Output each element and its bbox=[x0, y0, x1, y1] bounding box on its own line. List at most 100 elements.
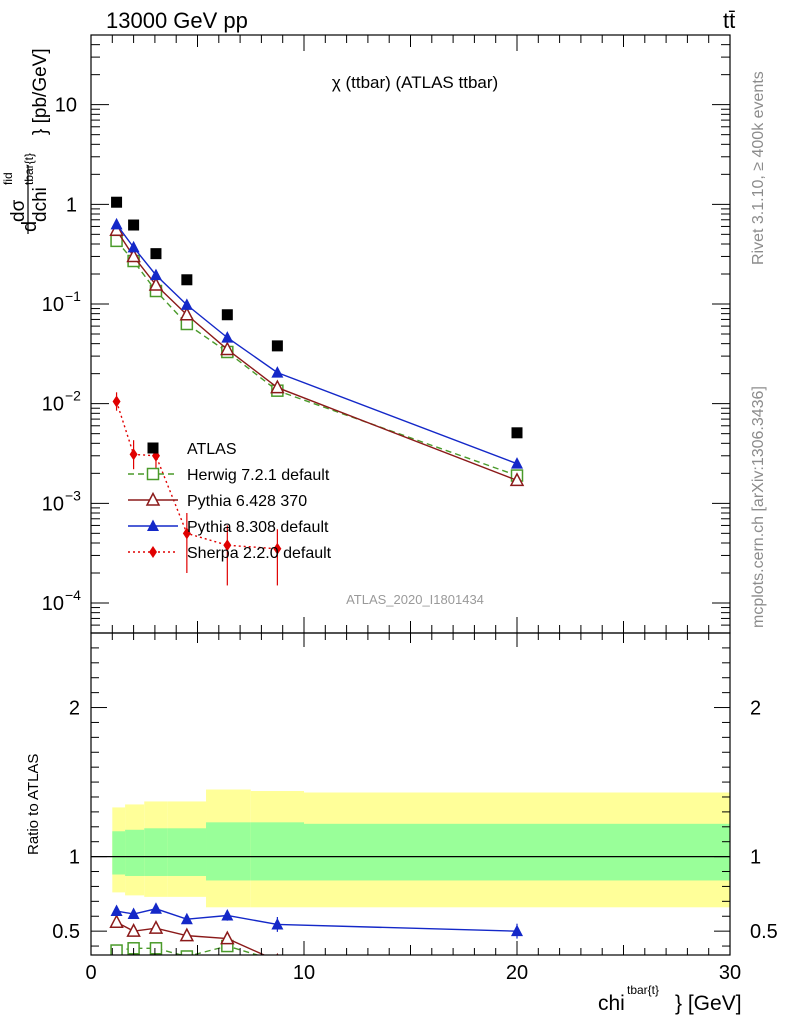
ratio-point bbox=[179, 927, 195, 942]
legend-label: Sherpa 2.2.0 default bbox=[187, 545, 332, 562]
series-line bbox=[115, 223, 518, 465]
data-point bbox=[511, 457, 523, 469]
ylabel-fid: fid bbox=[1, 172, 15, 185]
legend-label: Herwig 7.2.1 default bbox=[187, 467, 330, 484]
legend-marker bbox=[147, 442, 159, 454]
ratio-point bbox=[220, 930, 235, 945]
data-point bbox=[270, 379, 285, 394]
ratio-xtick-label: 30 bbox=[719, 962, 741, 984]
ylabel-d: d bbox=[19, 221, 41, 232]
uncertainty-band-green bbox=[250, 822, 304, 881]
data-point bbox=[126, 248, 141, 263]
ratio-ytick-label: 2 bbox=[69, 698, 80, 720]
ratio-series-herwig-7-2-1-default bbox=[110, 939, 284, 955]
ratio-xlabel: chi tbar{t} } [GeV] bbox=[598, 983, 742, 1015]
ratio-point bbox=[271, 917, 284, 930]
energy-label: 13000 GeV pp bbox=[106, 8, 248, 33]
data-point bbox=[149, 268, 162, 281]
ratio-line bbox=[116, 945, 260, 955]
ratio-point bbox=[126, 923, 141, 937]
ratio-ytick-label-right: 1 bbox=[750, 847, 761, 869]
xlabel-main: chi bbox=[598, 992, 625, 1015]
data-point bbox=[273, 542, 282, 555]
ratio-ytick-label-right: 2 bbox=[750, 698, 761, 720]
legend-marker bbox=[145, 491, 161, 506]
ratio-point bbox=[276, 952, 279, 955]
ratio-ytick-label-right: 0.5 bbox=[750, 921, 778, 943]
data-point bbox=[128, 219, 140, 231]
data-point bbox=[221, 331, 234, 343]
data-point bbox=[179, 306, 195, 321]
ratio-point bbox=[110, 944, 123, 955]
ratio-xtick-label: 10 bbox=[293, 962, 315, 984]
legend-marker bbox=[149, 546, 157, 558]
ratio-series-pythia-6-428-370 bbox=[109, 914, 279, 955]
legend-label: ATLAS bbox=[187, 441, 237, 458]
uncertainty-band-green bbox=[112, 831, 126, 875]
legend-label: Pythia 8.308 default bbox=[187, 519, 329, 536]
data-point bbox=[148, 276, 164, 291]
main-ytick-exp: −3 bbox=[65, 487, 81, 503]
main-ytick-exp: −4 bbox=[65, 587, 81, 603]
series-herwig-7-2-1-default bbox=[110, 234, 524, 482]
data-point bbox=[112, 395, 121, 408]
uncertainty-band-green bbox=[144, 828, 168, 876]
data-point bbox=[110, 217, 123, 230]
ratio-point bbox=[221, 908, 234, 921]
legend-entry: Herwig 7.2.1 default bbox=[128, 467, 330, 484]
legend-entry: Pythia 8.308 default bbox=[128, 519, 329, 536]
ratio-ytick-label: 0.5 bbox=[52, 921, 80, 943]
data-point bbox=[182, 527, 191, 540]
rivet-label: Rivet 3.1.10, ≥ 400k events bbox=[750, 71, 767, 265]
ratio-point bbox=[180, 912, 193, 925]
data-point bbox=[511, 427, 523, 439]
main-ytick-label: 10 bbox=[42, 294, 64, 316]
ylabel-den: dchi bbox=[30, 187, 51, 222]
ylabel-dsigma: dσ bbox=[8, 199, 29, 222]
ratio-xtick-label: 0 bbox=[85, 962, 96, 984]
ylabel-sup: tbar{t} bbox=[22, 153, 36, 185]
xlabel-unit: } [GeV] bbox=[675, 992, 742, 1015]
data-point bbox=[127, 240, 140, 253]
ratio-series-group bbox=[109, 902, 523, 955]
main-ytick-exp: −1 bbox=[65, 288, 81, 304]
main-ylabel: d dσ fid dchi tbar{t} } [pb/GeV] bbox=[1, 48, 51, 234]
ratio-ytick-label: 1 bbox=[69, 847, 80, 869]
ratio-panel: 0 10 20 30 0.5 0.5 1 1 2 2 Ratio to ATLAS chi tba… bbox=[25, 632, 778, 1015]
uncertainty-band-green bbox=[125, 829, 145, 876]
analysis-label: ATLAS_2020_I1801434 bbox=[346, 592, 484, 607]
ratio-point bbox=[109, 914, 124, 928]
main-ytick-label: 1 bbox=[66, 194, 77, 216]
legend-entry: Pythia 6.428 370 bbox=[128, 491, 307, 510]
data-point bbox=[180, 298, 193, 310]
ratio-point bbox=[149, 942, 163, 955]
series-atlas bbox=[111, 196, 523, 439]
main-marks bbox=[109, 196, 525, 586]
data-point bbox=[181, 274, 193, 286]
ratio-point bbox=[180, 950, 194, 955]
data-point bbox=[150, 248, 162, 260]
main-ytick-label: 10 bbox=[42, 493, 64, 515]
uncertainty-band-green bbox=[167, 828, 207, 876]
series-pythia-8-308-default bbox=[110, 217, 523, 469]
legend-entry: ATLAS bbox=[147, 441, 237, 458]
ratio-xtick-label: 20 bbox=[506, 962, 528, 984]
legend: ATLAS Herwig 7.2.1 default Pythia 6.428 37… bbox=[128, 441, 332, 562]
process-label: tt̄ bbox=[723, 8, 735, 33]
ratio-point bbox=[271, 954, 284, 955]
ylabel-unit: } [pb/GeV] bbox=[30, 48, 51, 135]
data-point bbox=[223, 539, 232, 552]
ratio-marks bbox=[91, 789, 730, 955]
ratio-point bbox=[127, 907, 140, 920]
main-title: χ (ttbar) (ATLAS ttbar) bbox=[332, 73, 498, 92]
legend-marker bbox=[146, 467, 160, 481]
ratio-point bbox=[110, 904, 123, 917]
series-line bbox=[115, 229, 518, 482]
main-ytick-exp: −2 bbox=[65, 388, 81, 404]
uncertainty-band-green bbox=[304, 823, 730, 881]
data-point bbox=[111, 196, 123, 208]
mcplots-label: mcplots.cern.ch [arXiv:1306.3436] bbox=[750, 386, 767, 628]
data-point bbox=[509, 472, 525, 487]
